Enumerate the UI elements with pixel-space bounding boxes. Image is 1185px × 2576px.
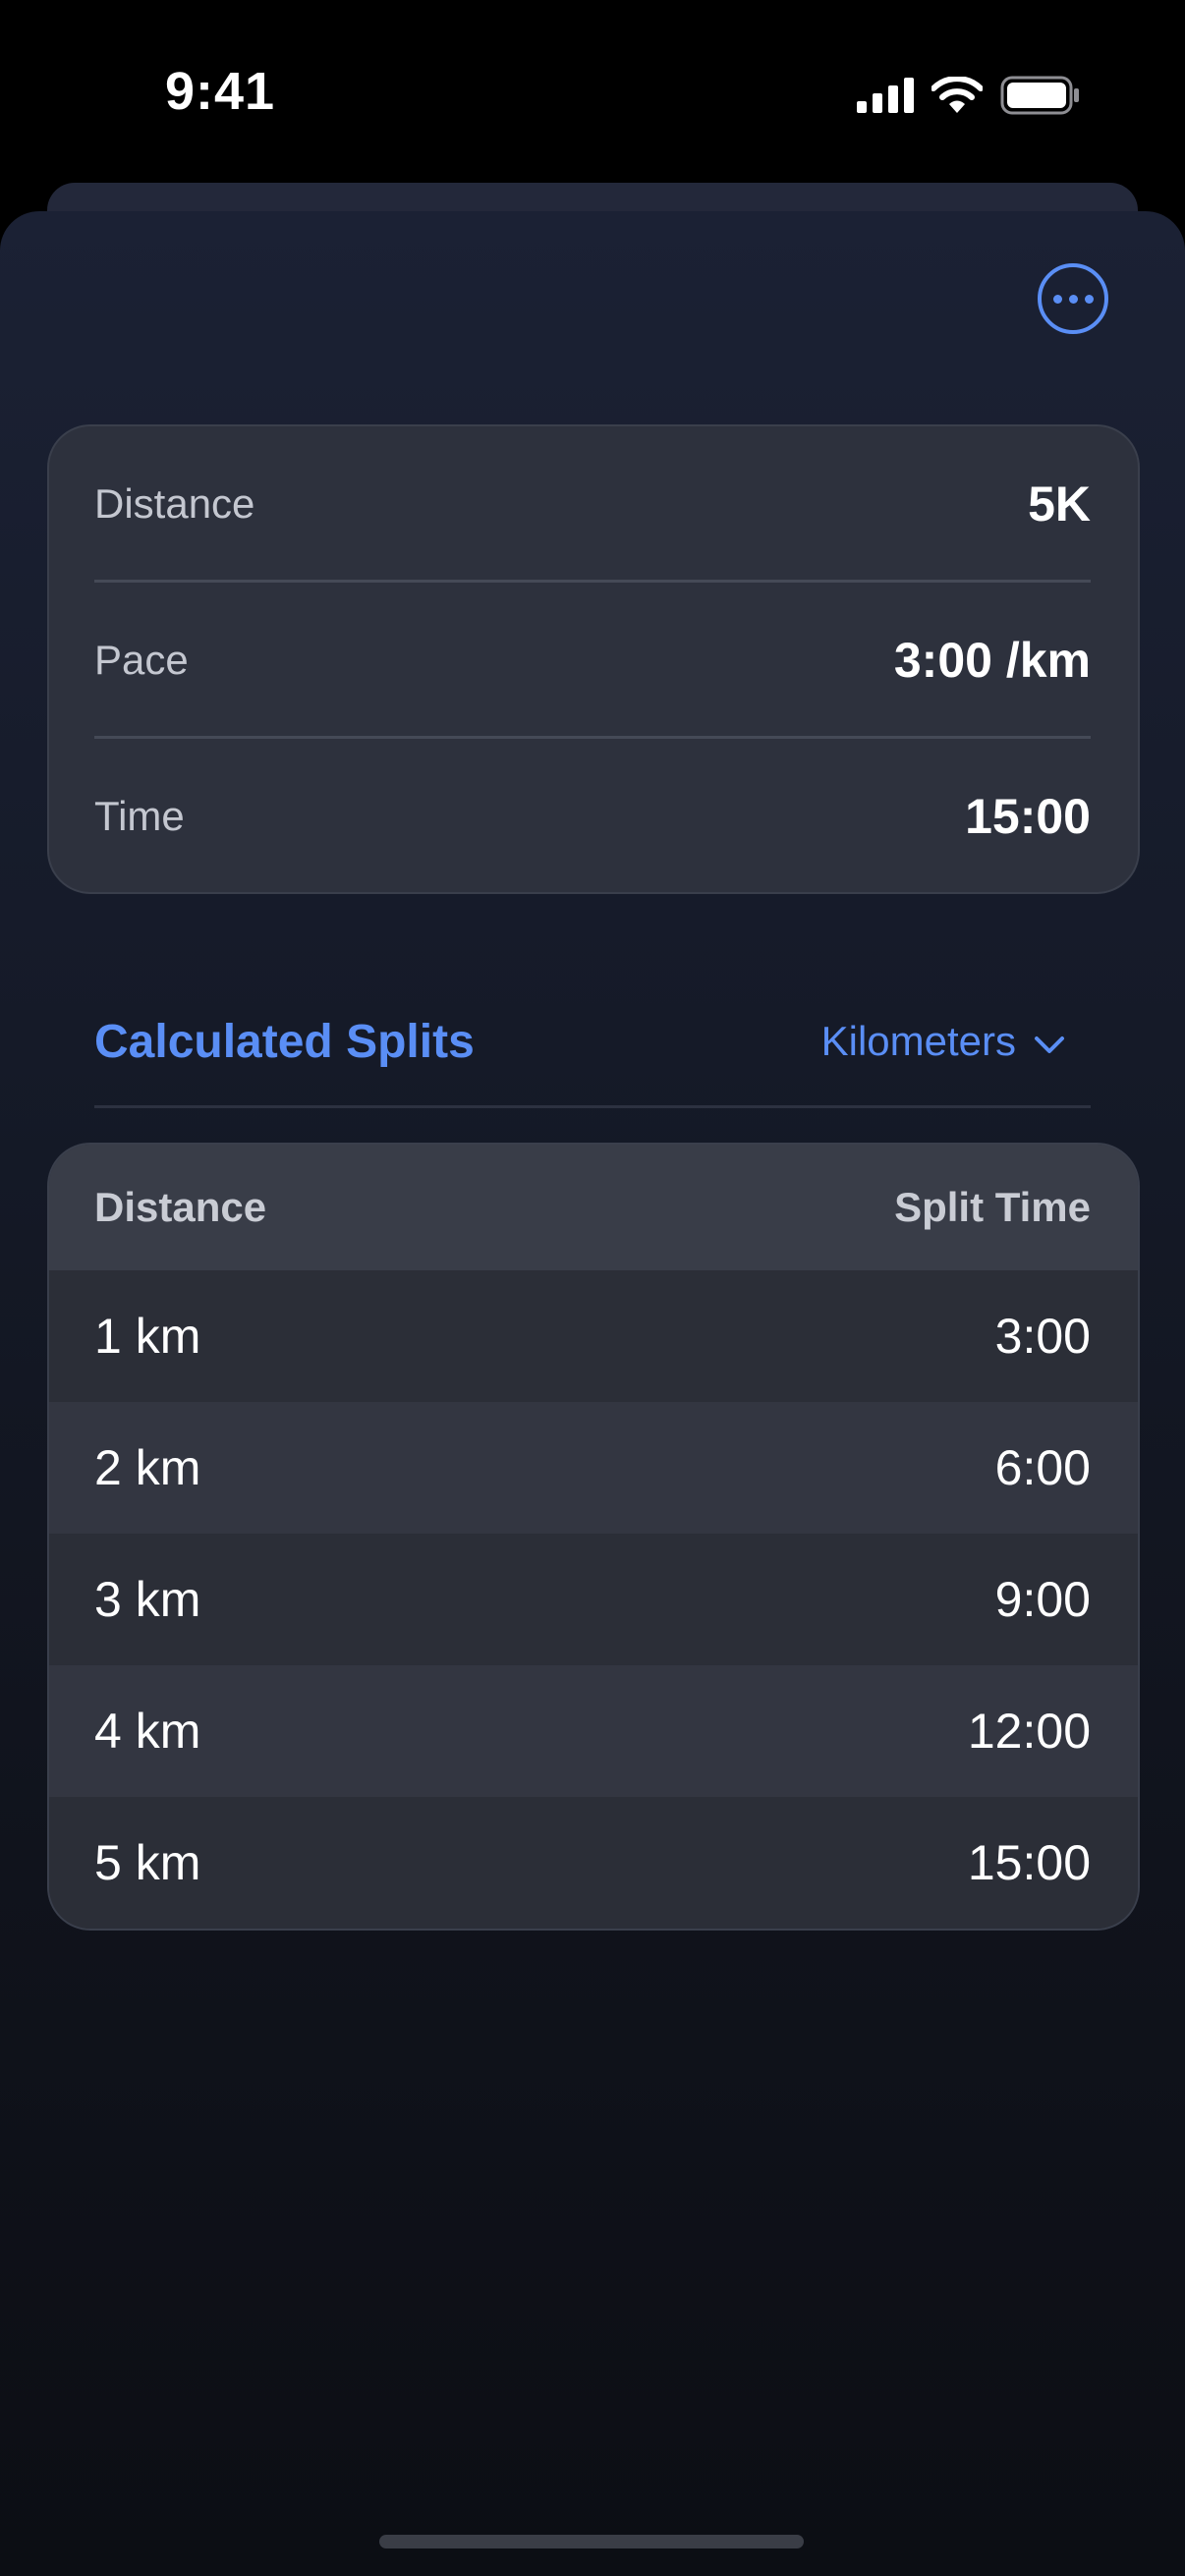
splits-table: Distance Split Time 1 km 3:00 2 km 6:00 … [47,1143,1140,1931]
split-time: 3:00 [994,1309,1091,1364]
distance-row[interactable]: Distance 5K [94,426,1091,582]
table-row: 1 km 3:00 [49,1270,1138,1402]
pace-value: 3:00 /km [893,633,1091,688]
split-distance: 5 km [94,1835,201,1890]
split-time: 9:00 [994,1572,1091,1627]
home-indicator[interactable] [379,2535,804,2548]
ellipsis-circle-icon [1052,294,1062,304]
status-time: 9:41 [165,62,276,121]
distance-value: 5K [1028,476,1091,532]
split-distance: 2 km [94,1440,201,1495]
split-distance: 3 km [94,1572,201,1627]
table-row: 5 km 15:00 [49,1797,1138,1929]
cellular-signal-icon [857,77,914,118]
split-distance: 1 km [94,1309,201,1364]
split-time: 12:00 [967,1704,1091,1759]
column-header-split-time: Split Time [894,1184,1091,1230]
status-icons [857,73,1081,122]
calculator-sheet: Distance 5K Pace 3:00 /km Time 15:00 Cal… [0,211,1185,2576]
wifi-icon [931,75,984,119]
time-value: 15:00 [965,789,1091,844]
split-time: 6:00 [994,1440,1091,1495]
table-row: 4 km 12:00 [49,1665,1138,1797]
divider [94,736,1091,739]
time-label: Time [94,793,185,839]
column-header-distance: Distance [94,1184,267,1230]
time-row[interactable]: Time 15:00 [94,739,1091,892]
split-distance: 4 km [94,1704,201,1759]
unit-selected-label: Kilometers [820,1018,1016,1064]
chevron-down-icon [1034,1018,1065,1065]
section-title: Calculated Splits [94,1015,475,1068]
table-row: 2 km 6:00 [49,1402,1138,1534]
split-time: 15:00 [967,1835,1091,1890]
ellipsis-dot [1084,294,1094,304]
status-bar: 9:41 [0,0,1185,187]
more-options-button[interactable] [1038,263,1108,334]
table-row: 3 km 9:00 [49,1534,1138,1665]
splits-header: Calculated Splits Kilometers [94,978,1091,1105]
section-divider [94,1105,1091,1108]
pace-row[interactable]: Pace 3:00 /km [94,583,1091,738]
table-header: Distance Split Time [49,1145,1138,1270]
unit-dropdown[interactable]: Kilometers [821,1018,1065,1065]
summary-card: Distance 5K Pace 3:00 /km Time 15:00 [47,424,1140,894]
pace-label: Pace [94,637,189,683]
distance-label: Distance [94,480,255,527]
divider [94,580,1091,583]
ellipsis-dot [1068,294,1078,304]
battery-icon [1000,76,1081,120]
